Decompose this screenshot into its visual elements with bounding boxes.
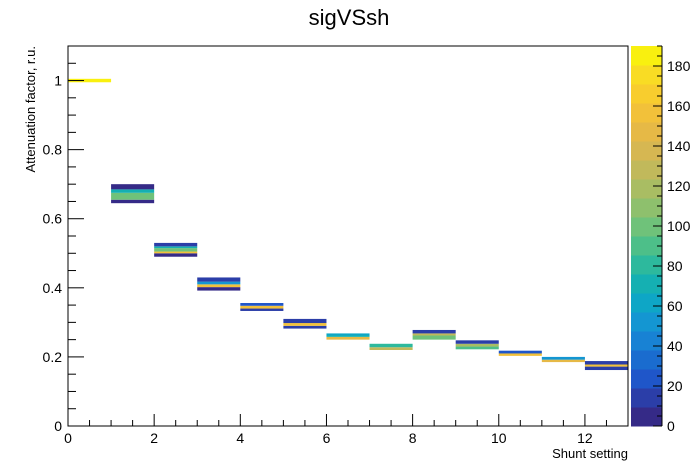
heatmap-cell [283, 325, 327, 329]
heatmap-cells [68, 78, 628, 371]
x-tick-label: 10 [491, 430, 507, 446]
heatmap-cell [111, 184, 155, 190]
x-tick-label: 0 [64, 430, 72, 446]
x-axis-title: Shunt setting [552, 446, 628, 461]
heatmap-cell [455, 343, 499, 347]
chart-title: sigVSsh [309, 5, 390, 30]
colorbar-tick-label: 0 [667, 418, 675, 434]
heatmap-cell [197, 281, 241, 285]
y-tick-label: 1 [54, 73, 62, 89]
colorbar-tick-label: 160 [667, 98, 691, 114]
heatmap-cell [326, 333, 370, 336]
heatmap-cell [283, 318, 327, 324]
colorbar-swatch [631, 141, 662, 161]
colorbar-swatch [631, 236, 662, 256]
colorbar-tick-label: 20 [667, 378, 683, 394]
x-tick-label: 4 [236, 430, 244, 446]
heatmap-cell [455, 346, 499, 350]
y-tick-label: 0.8 [43, 142, 63, 158]
colorbar-swatch [631, 103, 662, 123]
heatmap-cell [584, 364, 628, 367]
colorbar-swatch [631, 274, 662, 294]
heatmap-cell [541, 356, 585, 360]
heatmap-cell [584, 361, 628, 365]
colorbar-swatch [631, 369, 662, 389]
x-tick-label: 2 [150, 430, 158, 446]
colorbar-swatch [631, 350, 662, 370]
heatmap-cell [541, 359, 585, 363]
colorbar-swatch [631, 312, 662, 332]
heatmap-cell [498, 350, 542, 354]
heatmap-cell [154, 253, 198, 257]
colorbar-swatch [631, 65, 662, 85]
heatmap-cell [197, 284, 241, 288]
colorbar-tick-label: 60 [667, 298, 683, 314]
y-tick-label: 0.6 [43, 211, 63, 227]
heatmap-cell [154, 248, 198, 252]
heatmap-cell [498, 353, 542, 356]
heatmap-cell [240, 305, 284, 309]
heatmap-cell [326, 336, 370, 340]
heatmap-cell [240, 303, 284, 306]
heatmap-cell [154, 251, 198, 254]
colorbar-swatch [631, 331, 662, 351]
y-tick-label: 0.2 [43, 349, 63, 365]
colorbar-swatch [631, 122, 662, 142]
x-tick-label: 6 [323, 430, 331, 446]
colorbar-swatch [631, 217, 662, 237]
colorbar-swatch [631, 198, 662, 218]
heatmap-cell [412, 333, 456, 336]
heatmap-cell [369, 343, 413, 348]
x-tick-label: 12 [577, 430, 593, 446]
heatmap-cell [197, 277, 241, 282]
colorbar-swatch [631, 293, 662, 313]
x-tick-label: 8 [409, 430, 417, 446]
heatmap-cell [455, 340, 499, 344]
heatmap-cell [283, 323, 327, 326]
colorbar: 0 20 40 60 80 100 120 140 160 180 [631, 45, 691, 434]
colorbar-tick-label: 80 [667, 258, 683, 274]
heatmap-cell [584, 366, 628, 371]
heatmap-cell [111, 189, 155, 193]
colorbar-swatch [631, 179, 662, 199]
y-axis-title: Attenuation factor, r.u. [23, 46, 38, 172]
heatmap-cell [326, 335, 370, 337]
colorbar-tick-label: 140 [667, 138, 691, 154]
axes: 0 2 4 6 8 10 12 0 0.2 0.4 0.6 0.8 1 [43, 45, 629, 446]
colorbar-swatch [631, 407, 662, 427]
heatmap-cell [111, 199, 155, 204]
colorbar-swatch [631, 46, 662, 66]
colorbar-swatch [631, 255, 662, 275]
heatmap-cell [412, 335, 456, 340]
colorbar-swatch [631, 388, 662, 408]
colorbar-tick-label: 180 [667, 58, 691, 74]
heatmap-cell [412, 329, 456, 334]
y-tick-label: 0.4 [43, 280, 63, 296]
heatmap-cell [154, 246, 198, 249]
colorbar-swatch [631, 160, 662, 180]
colorbar-tick-label: 100 [667, 218, 691, 234]
heatmap-cell [154, 242, 198, 247]
y-tick-label: 0 [54, 418, 62, 434]
heatmap-cell [369, 347, 413, 350]
colorbar-tick-label: 120 [667, 178, 691, 194]
heatmap-cell [111, 192, 155, 200]
heatmap-cell [240, 308, 284, 311]
colorbar-swatch [631, 84, 662, 104]
colorbar-tick-label: 40 [667, 338, 683, 354]
heatmap-cell [197, 287, 241, 291]
heatmap-cell [68, 78, 112, 83]
